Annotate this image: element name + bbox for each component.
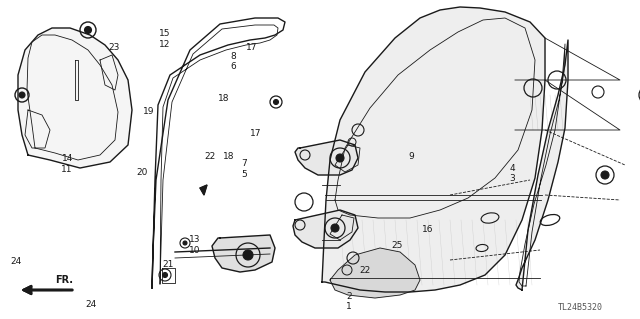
Text: 12: 12 xyxy=(159,40,171,48)
Text: TL24B5320: TL24B5320 xyxy=(557,303,602,313)
Text: 16: 16 xyxy=(422,225,433,234)
Text: 25: 25 xyxy=(391,241,403,250)
Text: 14: 14 xyxy=(61,154,73,163)
Text: 15: 15 xyxy=(159,29,171,38)
Text: FR.: FR. xyxy=(55,275,73,285)
Text: 7: 7 xyxy=(242,160,247,168)
Text: 23: 23 xyxy=(108,43,120,52)
Text: 8: 8 xyxy=(231,52,236,61)
Circle shape xyxy=(19,92,25,98)
Text: 10: 10 xyxy=(189,246,201,255)
Text: 19: 19 xyxy=(143,107,155,115)
Circle shape xyxy=(243,250,253,260)
Text: 18: 18 xyxy=(223,152,235,161)
Text: 24: 24 xyxy=(85,300,97,309)
Text: 5: 5 xyxy=(242,170,247,179)
Circle shape xyxy=(273,100,278,105)
Polygon shape xyxy=(516,40,568,290)
Text: 13: 13 xyxy=(189,235,201,244)
Text: 21: 21 xyxy=(162,260,173,269)
Text: 22: 22 xyxy=(359,266,371,275)
Text: 24: 24 xyxy=(10,257,22,266)
Circle shape xyxy=(336,154,344,162)
Circle shape xyxy=(331,224,339,232)
Polygon shape xyxy=(293,210,358,248)
Text: 1: 1 xyxy=(346,302,351,311)
Polygon shape xyxy=(330,248,420,298)
Text: 6: 6 xyxy=(231,63,236,71)
Circle shape xyxy=(601,171,609,179)
Text: 9: 9 xyxy=(408,152,413,161)
Polygon shape xyxy=(295,140,358,175)
Text: 2: 2 xyxy=(346,292,351,300)
Polygon shape xyxy=(18,28,132,168)
Text: 22: 22 xyxy=(204,152,216,161)
Text: 3: 3 xyxy=(509,174,515,183)
Text: 18: 18 xyxy=(218,94,230,103)
Polygon shape xyxy=(212,235,275,272)
Circle shape xyxy=(163,272,168,278)
Polygon shape xyxy=(322,7,545,292)
Circle shape xyxy=(84,26,92,33)
Text: 17: 17 xyxy=(250,129,262,138)
Text: 11: 11 xyxy=(61,165,73,174)
Polygon shape xyxy=(200,185,207,195)
Text: 17: 17 xyxy=(246,43,257,52)
Circle shape xyxy=(183,241,187,245)
Text: 20: 20 xyxy=(136,168,148,177)
Text: 4: 4 xyxy=(509,164,515,173)
